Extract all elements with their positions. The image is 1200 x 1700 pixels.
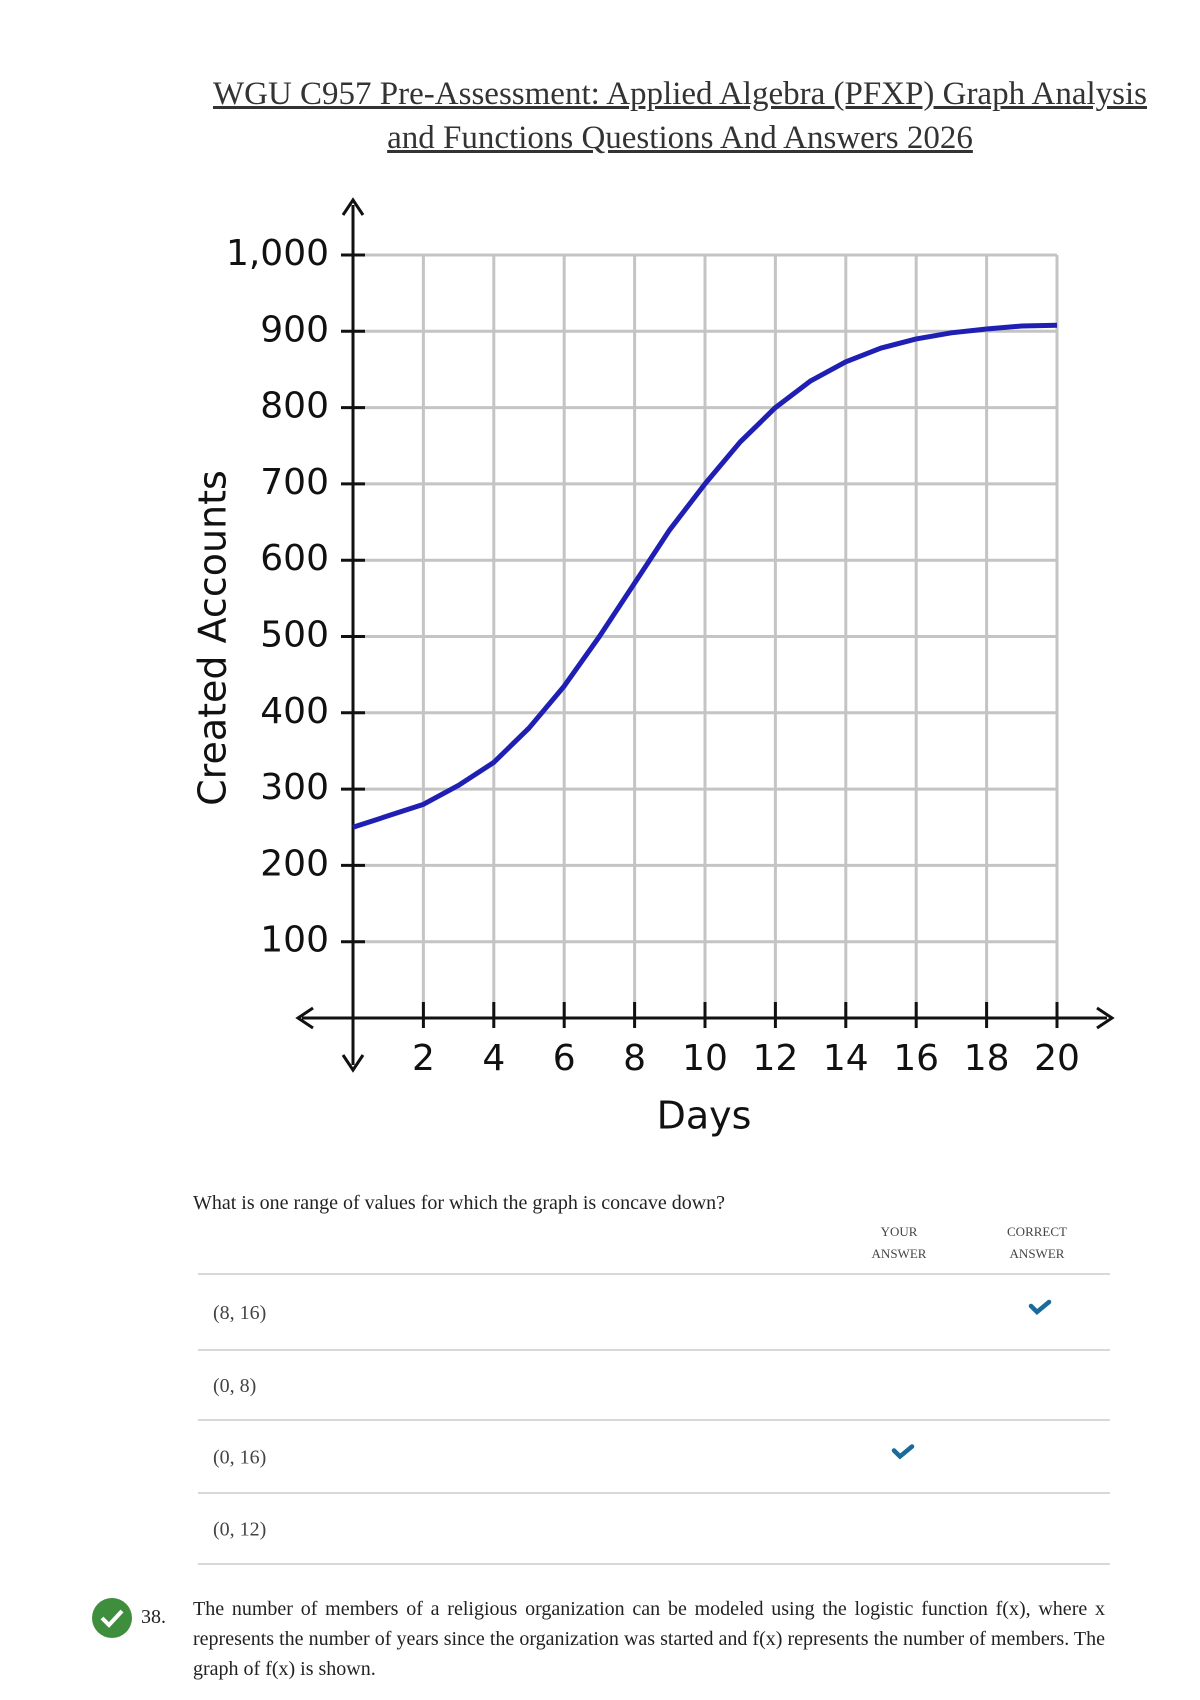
y-tick-label: 400: [260, 691, 329, 732]
correct-icon-check: [100, 1609, 124, 1628]
y-tick-label: 700: [260, 462, 329, 503]
x-tick-label: 4: [482, 1038, 505, 1079]
column-header: CORRECT ANSWER: [1007, 1224, 1067, 1261]
y-tick-label: 200: [260, 843, 329, 884]
x-tick-label: 8: [623, 1038, 646, 1079]
y-tick-label: 1,000: [226, 233, 329, 274]
question-text: The number of members of a religious org…: [193, 1598, 1105, 1680]
y-tick-label: 300: [260, 767, 329, 808]
page-title: WGU C957 Pre-Assessment: Applied Algebra…: [212, 76, 1148, 156]
arrow: [1096, 1006, 1115, 1030]
x-tick-label: 16: [893, 1038, 939, 1079]
x-tick-label: 14: [823, 1038, 869, 1079]
y-tick-label: 100: [260, 920, 329, 961]
y-tick-label: 800: [260, 386, 329, 427]
arrow: [341, 197, 365, 216]
x-tick-label: 20: [1034, 1038, 1080, 1079]
check-icon: [1028, 1299, 1052, 1316]
option-text: (0, 8): [213, 1375, 256, 1397]
arrow: [341, 1054, 365, 1073]
x-tick-label: 10: [682, 1038, 728, 1079]
option-text: (8, 16): [213, 1302, 266, 1324]
question-text: What is one range of values for which th…: [193, 1192, 726, 1214]
x-tick-label: 2: [412, 1038, 435, 1079]
x-tick-label: 6: [553, 1038, 576, 1079]
option-text: (0, 16): [213, 1447, 266, 1469]
y-axis-label: Created Accounts: [191, 470, 235, 806]
arrow: [295, 1006, 314, 1030]
x-tick-label: 12: [752, 1038, 798, 1079]
option-text: (0, 12): [213, 1519, 266, 1541]
y-tick-label: 500: [260, 615, 329, 656]
chart: Days Created Accounts 100 200 300 400 500 600…: [191, 197, 1115, 1138]
y-tick-label: 600: [260, 538, 329, 579]
axes: [295, 197, 1115, 1073]
column-header: YOUR ANSWER: [871, 1224, 927, 1261]
x-axis-label: Days: [657, 1094, 752, 1138]
correct-icon: [92, 1598, 132, 1638]
data-line: [352, 322, 1058, 830]
x-tick-label: 18: [964, 1038, 1010, 1079]
y-tick-label: 900: [260, 309, 329, 350]
question-number: 38.: [141, 1606, 166, 1628]
check-icon: [891, 1444, 915, 1460]
